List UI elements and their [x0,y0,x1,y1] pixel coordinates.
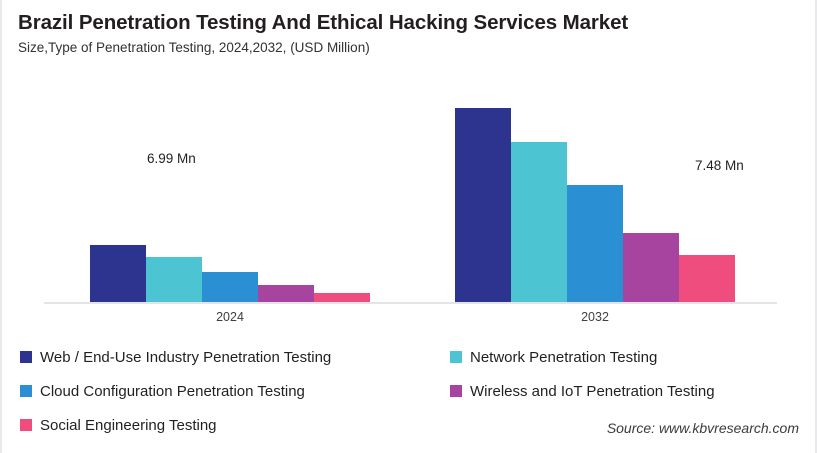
legend-item-cloud-config[interactable]: Cloud Configuration Penetration Testing [20,384,450,399]
chart-legend: Web / End-Use Industry Penetration Testi… [20,340,802,442]
legend-label: Wireless and IoT Penetration Testing [470,382,715,400]
legend-swatch-icon [450,351,462,363]
legend-swatch-icon [20,385,32,397]
legend-row-2: Cloud Configuration Penetration Testing … [20,374,802,408]
x-axis-line [44,302,777,304]
x-tick-label-2024: 2024 [216,310,244,324]
bar-2024-network [146,257,202,302]
bar-2024-cloud-config [202,272,258,302]
data-label-2032-social-engineering: 7.48 Mn [695,158,744,173]
bar-group-2024 [90,80,370,302]
bar-group-2032 [455,80,735,302]
legend-item-wireless-iot[interactable]: Wireless and IoT Penetration Testing [450,384,790,399]
bar-2024-social-engineering [314,293,370,302]
legend-swatch-icon [20,419,32,431]
bar-2032-cloud-config [567,185,623,302]
legend-swatch-icon [450,385,462,397]
bar-2024-wireless-iot [258,285,314,302]
source-attribution: Source: www.kbvresearch.com [606,420,799,436]
legend-row-3: Social Engineering Testing [20,408,802,442]
header: Brazil Penetration Testing And Ethical H… [18,10,798,57]
legend-swatch-icon [20,351,32,363]
legend-label: Network Penetration Testing [470,348,658,366]
bar-2032-network [511,142,567,302]
legend-label: Cloud Configuration Penetration Testing [40,382,305,400]
data-label-2024-network: 6.99 Mn [147,151,196,166]
x-tick-label-2032: 2032 [581,310,609,324]
legend-label: Social Engineering Testing [40,416,217,434]
legend-item-social-engineering[interactable]: Social Engineering Testing [20,418,450,433]
page-title: Brazil Penetration Testing And Ethical H… [18,11,629,34]
legend-item-network[interactable]: Network Penetration Testing [450,350,790,365]
bar-2024-web-end-use [90,245,146,302]
legend-label: Web / End-Use Industry Penetration Testi… [40,348,332,366]
chart-plot-area [2,80,815,305]
legend-item-web-end-use[interactable]: Web / End-Use Industry Penetration Testi… [20,350,450,365]
bar-2032-web-end-use [455,108,511,302]
bar-2032-social-engineering [679,255,735,302]
bar-2032-wireless-iot [623,233,679,302]
page-subtitle: Size,Type of Penetration Testing, 2024,2… [18,39,370,55]
legend-row-1: Web / End-Use Industry Penetration Testi… [20,340,802,374]
